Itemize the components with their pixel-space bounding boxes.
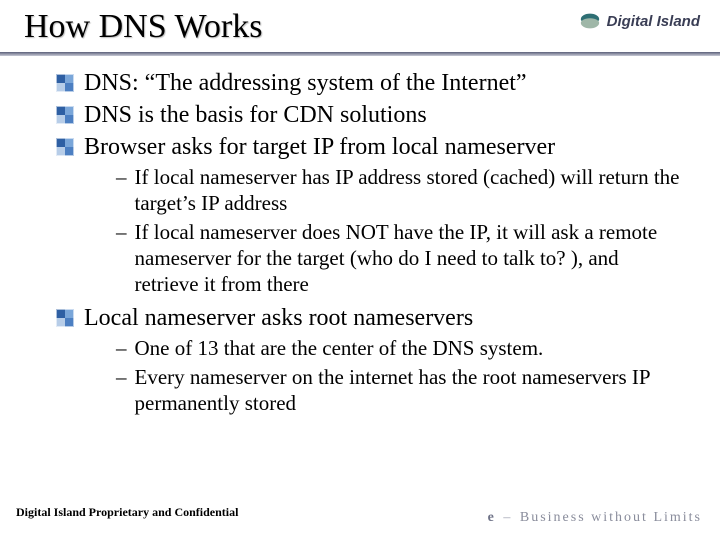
- bullet-row: DNS: “The addressing system of the Inter…: [56, 68, 684, 98]
- dash-icon: –: [116, 219, 127, 245]
- bullet-text: DNS is the basis for CDN solutions: [84, 100, 427, 130]
- bullet-icon: [56, 309, 74, 327]
- sub-bullet-row: – One of 13 that are the center of the D…: [116, 335, 684, 361]
- sub-bullet-row: – If local nameserver has IP address sto…: [116, 164, 684, 217]
- sub-bullet-block: – If local nameserver has IP address sto…: [116, 164, 684, 297]
- bullet-text: Browser asks for target IP from local na…: [84, 132, 555, 162]
- sub-bullet-text: Every nameserver on the internet has the…: [135, 364, 685, 417]
- tagline-rest: Business without Limits: [520, 510, 702, 525]
- sub-bullet-row: – If local nameserver does NOT have the …: [116, 219, 684, 298]
- sub-bullet-row: – Every nameserver on the internet has t…: [116, 364, 684, 417]
- bullet-row: Local nameserver asks root nameservers: [56, 303, 684, 333]
- bullet-row: Browser asks for target IP from local na…: [56, 132, 684, 162]
- bullet-icon: [56, 74, 74, 92]
- brand-logo: Digital Island: [579, 10, 700, 32]
- dash-icon: –: [116, 364, 127, 390]
- bullet-icon: [56, 106, 74, 124]
- tagline-prefix: e: [488, 510, 496, 525]
- brand-name: Digital Island: [607, 13, 700, 30]
- dash-icon: –: [116, 164, 127, 190]
- bullet-icon: [56, 138, 74, 156]
- sub-bullet-text: If local nameserver does NOT have the IP…: [135, 219, 685, 298]
- content-area: DNS: “The addressing system of the Inter…: [0, 56, 720, 416]
- slide: How DNS Works Digital Island DNS: “The a…: [0, 0, 720, 540]
- globe-icon: [579, 10, 601, 32]
- sub-bullet-text: If local nameserver has IP address store…: [135, 164, 685, 217]
- dash-icon: –: [116, 335, 127, 361]
- sub-bullet-block: – One of 13 that are the center of the D…: [116, 335, 684, 416]
- bullet-text: Local nameserver asks root nameservers: [84, 303, 473, 333]
- bullet-text: DNS: “The addressing system of the Inter…: [84, 68, 527, 98]
- tagline: e – Business without Limits: [488, 510, 702, 526]
- tagline-separator: –: [503, 510, 512, 525]
- bullet-row: DNS is the basis for CDN solutions: [56, 100, 684, 130]
- footer-text: Digital Island Proprietary and Confident…: [16, 505, 238, 520]
- sub-bullet-text: One of 13 that are the center of the DNS…: [135, 335, 544, 361]
- title-bar: How DNS Works Digital Island: [0, 0, 720, 50]
